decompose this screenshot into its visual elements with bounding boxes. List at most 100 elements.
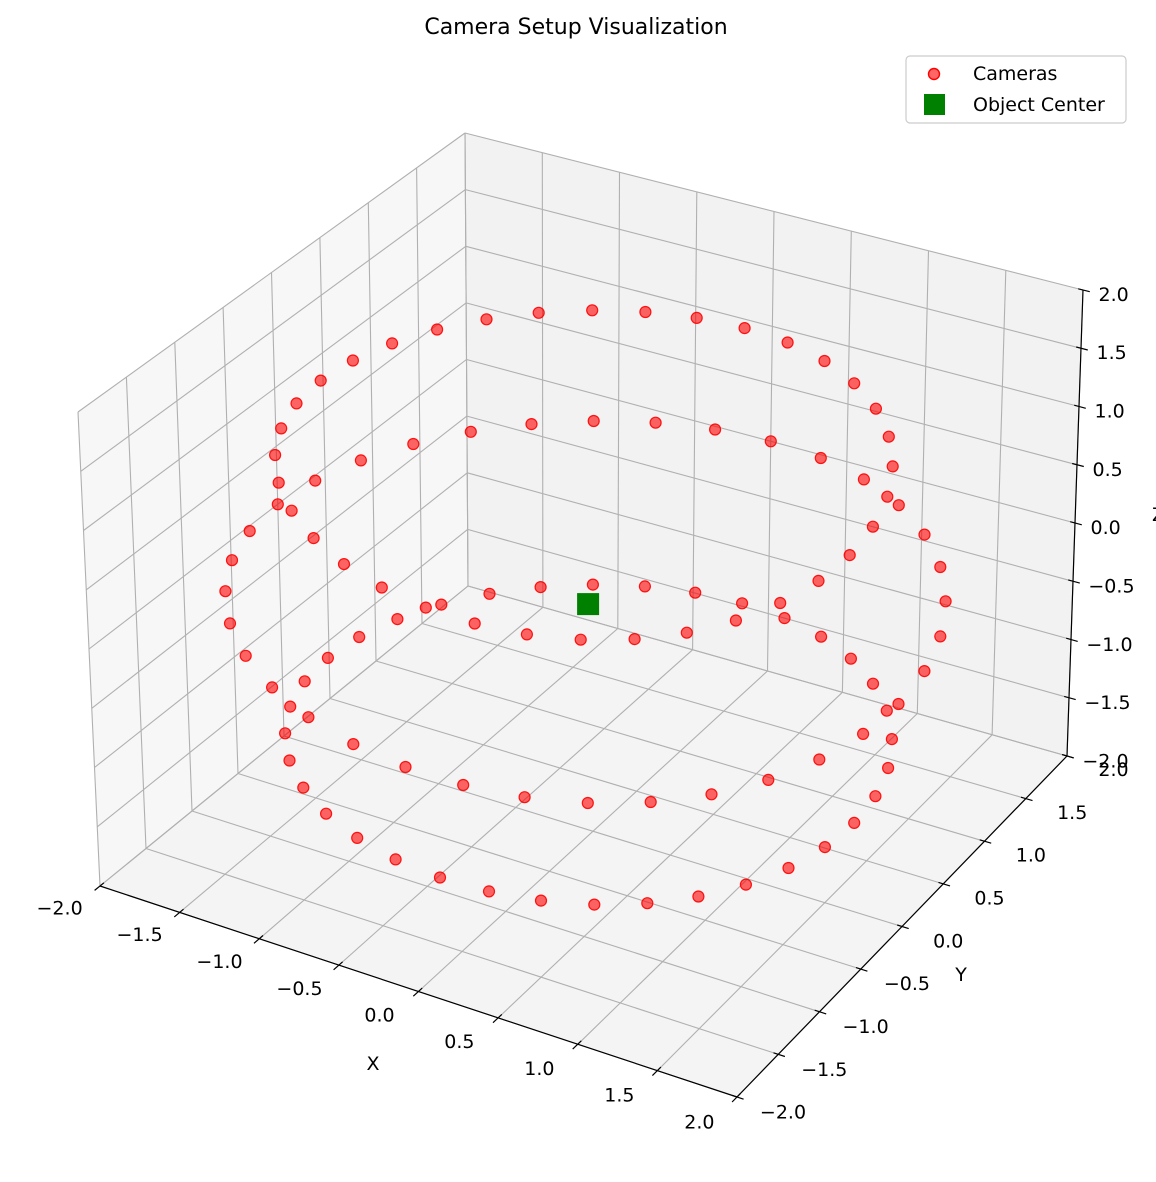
x-tick-label-5: 0.5 <box>444 1031 474 1053</box>
camera-point-12 <box>586 578 600 591</box>
grid-line-floor-y-4 <box>283 735 903 928</box>
camera-point-37 <box>857 473 871 486</box>
camera-point-5 <box>649 416 662 429</box>
camera-point-95 <box>739 878 753 891</box>
x-tick-label-6: 1.0 <box>524 1058 554 1080</box>
camera-point-54 <box>297 781 310 794</box>
legend-box <box>905 55 1127 124</box>
camera-point-70 <box>934 630 947 643</box>
grid-line-back-z-8 <box>464 132 1084 291</box>
camera-point-15 <box>309 474 322 487</box>
z-tick-label-0: −2.0 <box>1082 750 1128 772</box>
x-tick-0 <box>94 882 105 891</box>
camera-point-92 <box>457 778 470 792</box>
camera-point-68 <box>351 831 364 845</box>
y-tick-label-7: 1.5 <box>1057 802 1087 824</box>
camera-point-40 <box>814 630 828 643</box>
z-tick-label-3: −0.5 <box>1088 576 1134 598</box>
z-tick-5 <box>1072 462 1084 468</box>
camera-point-64 <box>266 681 279 694</box>
camera-point-46 <box>848 377 861 390</box>
y-tick-2 <box>814 1009 827 1015</box>
x-tick-6 <box>572 1040 582 1050</box>
camera-point-99 <box>692 890 705 903</box>
camera-point-66 <box>881 761 895 775</box>
camera-point-71 <box>302 711 315 724</box>
camera-point-8 <box>532 306 545 319</box>
camera-point-91 <box>520 628 534 641</box>
camera-point-80 <box>848 816 861 830</box>
camera-point-2 <box>407 437 420 451</box>
grid-line-back-x-5 <box>841 231 852 693</box>
camera-point-53 <box>869 402 883 415</box>
x-tick-label-1: −1.5 <box>117 924 163 946</box>
camera-point-50 <box>283 754 296 767</box>
z-tick-label-6: 1.0 <box>1095 401 1125 423</box>
legend-label-object-center: Object Center <box>973 94 1105 116</box>
y-tick-7 <box>1020 796 1033 802</box>
camera-point-27 <box>314 374 327 387</box>
z-axis-label: Z <box>1152 504 1156 526</box>
z-tick-6 <box>1074 404 1086 409</box>
camera-point-43 <box>219 585 232 598</box>
camera-point-97 <box>729 614 743 627</box>
grid-line-left-y-7 <box>416 167 423 624</box>
camera-point-44 <box>844 652 858 665</box>
legend-marker-cameras <box>927 67 941 81</box>
y-tick-8 <box>1062 754 1074 759</box>
x-tick-1 <box>173 908 184 918</box>
y-axis-label: Y <box>954 964 967 986</box>
camera-point-4 <box>354 454 367 467</box>
camera-point-103 <box>518 791 531 804</box>
grid-line-floor-y-7 <box>421 622 1026 800</box>
data-points <box>219 304 952 911</box>
x-tick-label-0: −2.0 <box>37 898 83 920</box>
x-tick-label-7: 1.5 <box>604 1085 634 1107</box>
camera-point-24 <box>690 311 703 324</box>
camera-point-3 <box>587 414 600 428</box>
legend[interactable]: Cameras Object Center <box>905 55 1127 124</box>
camera-point-10 <box>435 598 448 611</box>
z-tick-label-8: 2.0 <box>1099 284 1129 306</box>
camera-point-38 <box>284 700 297 713</box>
camera-point-100 <box>628 632 641 646</box>
camera-point-30 <box>243 524 256 538</box>
x-tick-5 <box>492 1013 503 1024</box>
grid-line-floor-y-6 <box>375 660 985 842</box>
camera-point-58 <box>239 649 252 662</box>
camera-point-7 <box>483 587 496 600</box>
camera-point-21 <box>764 435 777 448</box>
camera-point-51 <box>272 476 285 489</box>
grid-line-left-z-5 <box>85 302 467 591</box>
y-tick-label-5: 0.5 <box>974 887 1004 909</box>
grid-line-left-y-8 <box>464 132 469 587</box>
grid-line-floor-y-5 <box>329 697 944 885</box>
camera-point-67 <box>881 490 894 503</box>
camera-point-57 <box>882 430 895 443</box>
camera-point-1 <box>464 425 477 438</box>
grid-line-back-x-6 <box>916 250 930 714</box>
camera-point-60 <box>320 807 333 820</box>
x-tick-label-3: −0.5 <box>276 978 322 1000</box>
y-tick-6 <box>979 839 992 844</box>
x-tick-2 <box>253 935 264 944</box>
camera-point-105 <box>762 773 775 787</box>
camera-point-48 <box>223 617 237 630</box>
y-tick-5 <box>938 881 951 887</box>
camera-point-31 <box>814 451 827 465</box>
grid-line-left-y-6 <box>367 202 377 662</box>
camera-point-23 <box>353 630 366 644</box>
camera-point-81 <box>843 548 856 562</box>
camera-point-94 <box>588 898 601 911</box>
camera-point-47 <box>269 448 282 462</box>
camera-point-6 <box>534 580 547 594</box>
grid-line-left-z-7 <box>80 189 466 472</box>
camera-point-87 <box>892 697 905 711</box>
camera-point-35 <box>781 336 794 349</box>
x-tick-8 <box>731 1092 741 1103</box>
x-tick-label-2: −1.0 <box>196 951 242 973</box>
z-tick-8 <box>1078 288 1090 293</box>
y-tick-1 <box>773 1052 786 1058</box>
camera-point-14 <box>708 423 722 436</box>
